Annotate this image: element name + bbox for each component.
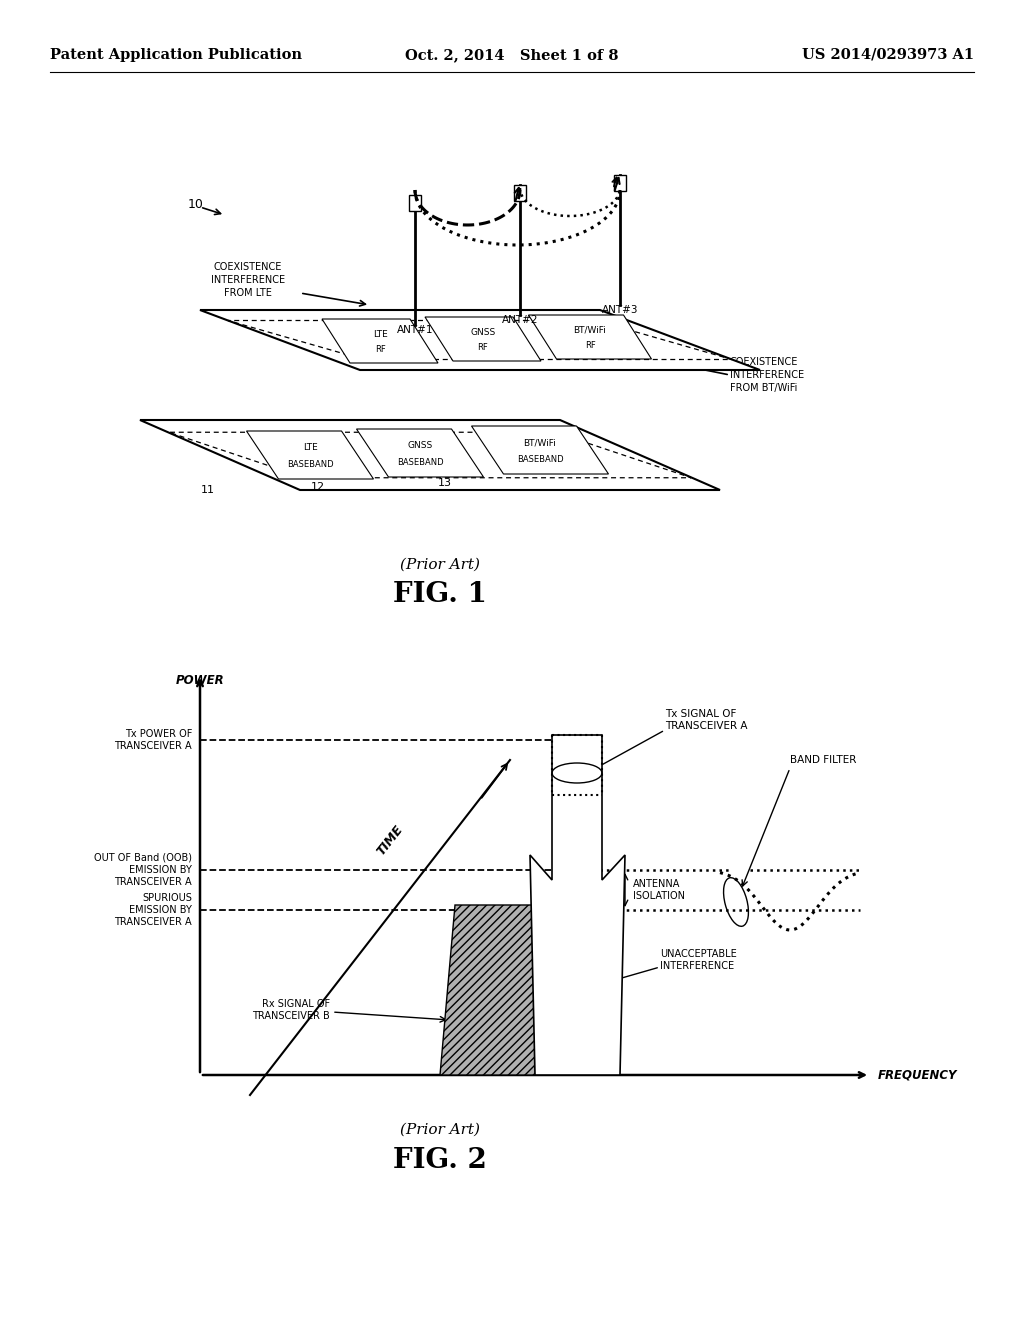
Text: FREQUENCY: FREQUENCY [878, 1068, 957, 1081]
Polygon shape [200, 310, 760, 370]
Text: 12: 12 [311, 482, 325, 492]
Polygon shape [471, 426, 608, 474]
Text: COEXISTENCE
INTERFERENCE
FROM LTE: COEXISTENCE INTERFERENCE FROM LTE [211, 261, 285, 298]
Text: FIG. 1: FIG. 1 [393, 582, 487, 609]
Bar [614, 176, 626, 191]
Text: Tx POWER OF
TRANSCEIVER A: Tx POWER OF TRANSCEIVER A [115, 729, 193, 751]
Text: Rx SIGNAL OF
TRANSCEIVER B: Rx SIGNAL OF TRANSCEIVER B [252, 999, 330, 1022]
Text: BASEBAND: BASEBAND [517, 455, 563, 465]
Text: ANT#2: ANT#2 [502, 315, 539, 325]
Text: LTE: LTE [303, 444, 317, 453]
Text: GNSS: GNSS [408, 441, 432, 450]
Text: RF: RF [477, 343, 488, 352]
Polygon shape [425, 317, 541, 360]
Text: Tx SIGNAL OF
TRANSCEIVER A: Tx SIGNAL OF TRANSCEIVER A [665, 709, 748, 731]
Text: Oct. 2, 2014   Sheet 1 of 8: Oct. 2, 2014 Sheet 1 of 8 [406, 48, 618, 62]
Text: TIME: TIME [375, 822, 406, 858]
Text: BAND FILTER: BAND FILTER [790, 755, 856, 766]
Text: 13: 13 [438, 478, 452, 488]
Text: (Prior Art): (Prior Art) [400, 1123, 480, 1137]
Bar [514, 185, 526, 201]
Polygon shape [530, 735, 625, 1074]
Polygon shape [247, 432, 374, 479]
Text: ANT#3: ANT#3 [602, 305, 638, 315]
Text: (Prior Art): (Prior Art) [400, 558, 480, 572]
Text: SPURIOUS
EMISSION BY
TRANSCEIVER A: SPURIOUS EMISSION BY TRANSCEIVER A [115, 892, 193, 928]
Text: US 2014/0293973 A1: US 2014/0293973 A1 [802, 48, 974, 62]
Polygon shape [322, 319, 438, 363]
Polygon shape [140, 420, 720, 490]
Polygon shape [528, 315, 651, 359]
Text: FIG. 2: FIG. 2 [393, 1147, 487, 1173]
Text: 11: 11 [201, 484, 215, 495]
Text: Patent Application Publication: Patent Application Publication [50, 48, 302, 62]
Text: POWER: POWER [176, 675, 224, 686]
Text: COEXISTENCE
INTERFERENCE
FROM BT/WiFi: COEXISTENCE INTERFERENCE FROM BT/WiFi [730, 356, 804, 393]
Text: ANT#1: ANT#1 [396, 325, 433, 335]
Text: RF: RF [375, 346, 385, 354]
Text: LTE: LTE [373, 330, 387, 339]
Polygon shape [356, 429, 483, 477]
Text: OUT OF Band (OOB)
EMISSION BY
TRANSCEIVER A: OUT OF Band (OOB) EMISSION BY TRANSCEIVE… [94, 853, 193, 887]
Bar [409, 195, 421, 211]
Text: BASEBAND: BASEBAND [287, 461, 334, 469]
Text: GNSS: GNSS [470, 327, 496, 337]
Text: UNACCEPTABLE
INTERFERENCE: UNACCEPTABLE INTERFERENCE [660, 949, 736, 972]
Text: BT/WiFi: BT/WiFi [523, 438, 556, 447]
Text: BASEBAND: BASEBAND [396, 458, 443, 467]
Text: 10: 10 [188, 198, 204, 211]
Text: BT/WiFi: BT/WiFi [573, 326, 606, 335]
Polygon shape [440, 906, 560, 1074]
Text: ANTENNA
ISOLATION: ANTENNA ISOLATION [633, 879, 685, 902]
Text: RF: RF [585, 342, 595, 350]
